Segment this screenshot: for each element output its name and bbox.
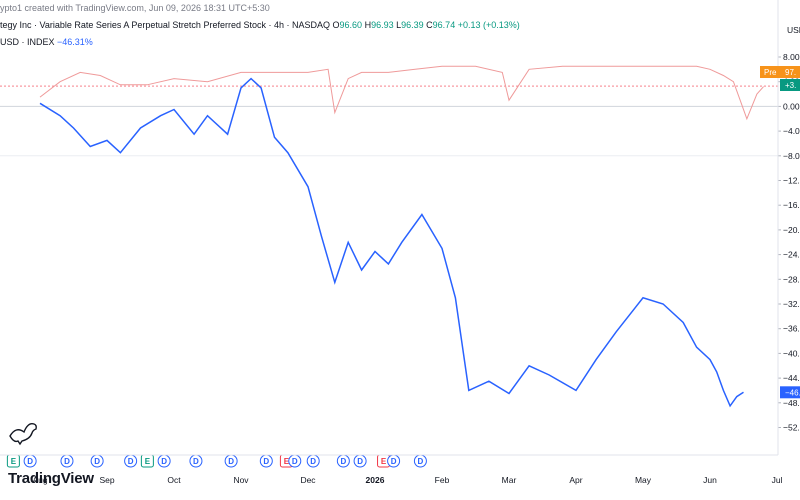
dividend-marker[interactable]: D (413, 454, 427, 468)
svg-text:+3.: +3. (785, 81, 796, 90)
dividend-marker[interactable]: D (353, 454, 367, 468)
svg-text:D: D (292, 457, 298, 466)
dividend-marker[interactable]: D (60, 454, 74, 468)
ohlc-close: C96.74 (426, 20, 456, 30)
dividend-marker[interactable]: D (189, 454, 203, 468)
y-tick-label: −44. (783, 373, 800, 383)
y-tick-label: −4.0 (783, 126, 800, 136)
svg-text:−46.: −46. (785, 388, 800, 397)
svg-text:D: D (228, 457, 234, 466)
svg-text:D: D (418, 457, 424, 466)
dividend-marker[interactable]: D (157, 454, 171, 468)
svg-text:D: D (357, 457, 363, 466)
y-tick-label: −8.0 (783, 151, 800, 161)
svg-text:D: D (94, 457, 100, 466)
svg-text:D: D (340, 457, 346, 466)
symbol-legend[interactable]: tegy Inc · Variable Rate Series A Perpet… (0, 20, 520, 30)
dividend-marker[interactable]: D (288, 454, 302, 468)
y-tick-label: −24. (783, 250, 800, 260)
x-tick-label: Aug (32, 475, 47, 485)
x-tick-label: Dec (300, 475, 316, 485)
dividend-marker[interactable]: D (23, 454, 37, 468)
index-badge: −46. (780, 386, 800, 399)
tradingview-logo[interactable]: TradingView (8, 470, 94, 487)
svg-text:D: D (27, 457, 33, 466)
x-tick-label: Sep (99, 475, 114, 485)
x-tick-label: Jun (703, 475, 717, 485)
price-overlay-line (39, 65, 764, 121)
y-tick-label: 8.00 (783, 52, 800, 62)
chart-created-line: ypto1 created with TradingView.com, Jun … (0, 3, 270, 13)
svg-text:E: E (145, 457, 151, 466)
y-tick-label: 0.00 (783, 101, 800, 111)
svg-text:97.: 97. (785, 68, 796, 77)
y-tick-label: −12. (783, 176, 800, 186)
ohlc-high: H96.93 (364, 20, 394, 30)
svg-text:D: D (161, 457, 167, 466)
ohlc-open: O96.60 (332, 20, 363, 30)
dividend-marker[interactable]: D (306, 454, 320, 468)
svg-text:D: D (193, 457, 199, 466)
svg-text:D: D (64, 457, 70, 466)
ohlc-low: L96.39 (396, 20, 424, 30)
svg-text:D: D (391, 457, 397, 466)
index-change: −46.31% (57, 37, 93, 47)
x-tick-label: Nov (233, 475, 249, 485)
x-tick-label: May (635, 475, 652, 485)
earnings-marker[interactable]: E (140, 454, 154, 468)
x-tick-label: Mar (502, 475, 517, 485)
svg-text:D: D (310, 457, 316, 466)
currency-label: USD (787, 25, 800, 35)
y-tick-label: −28. (783, 274, 800, 284)
index-legend[interactable]: USD · INDEX −46.31% (0, 37, 93, 47)
earnings-marker[interactable]: E (6, 454, 20, 468)
y-tick-label: −32. (783, 299, 800, 309)
ohlc-change: +0.13 (+0.13%) (457, 20, 520, 30)
y-tick-label: −20. (783, 225, 800, 235)
y-axis: 8.004.000.00−4.0−8.0−12.−16.−20.−24.−28.… (778, 52, 800, 433)
index-line (39, 77, 744, 408)
svg-text:E: E (284, 457, 290, 466)
x-axis: Aug Sep Oct Nov Dec 2026 Feb Mar Apr May Jun Jul (32, 475, 782, 485)
svg-text:E: E (11, 457, 17, 466)
svg-text:D: D (263, 457, 269, 466)
x-tick-label: Feb (435, 475, 450, 485)
dividend-marker[interactable]: D (224, 454, 238, 468)
svg-text:Pre: Pre (764, 68, 777, 77)
x-tick-label: Jul (772, 475, 783, 485)
dividend-marker[interactable]: D (387, 454, 401, 468)
x-tick-label: 2026 (366, 475, 385, 485)
dividend-marker[interactable]: D (90, 454, 104, 468)
dividend-marker[interactable]: D (336, 454, 350, 468)
dividend-marker[interactable]: D (124, 454, 138, 468)
svg-text:D: D (128, 457, 134, 466)
dividend-marker[interactable]: D (259, 454, 273, 468)
y-tick-label: −36. (783, 324, 800, 334)
price-badge: 97. (780, 66, 800, 78)
created-text: ypto1 created with TradingView.com, Jun … (0, 3, 270, 13)
symbol-text: tegy Inc · Variable Rate Series A Perpet… (0, 20, 330, 30)
x-tick-label: Apr (569, 475, 582, 485)
pre-badge: Pre (760, 66, 780, 78)
change-badge: +3. (780, 79, 800, 91)
y-tick-label: −16. (783, 200, 800, 210)
index-name: USD · INDEX (0, 37, 55, 47)
y-tick-label: −52. (783, 423, 800, 433)
svg-text:E: E (381, 457, 387, 466)
x-tick-label: Oct (167, 475, 181, 485)
dino-icon[interactable] (9, 422, 37, 446)
y-tick-label: −40. (783, 348, 800, 358)
y-tick-label: −48. (783, 398, 800, 408)
